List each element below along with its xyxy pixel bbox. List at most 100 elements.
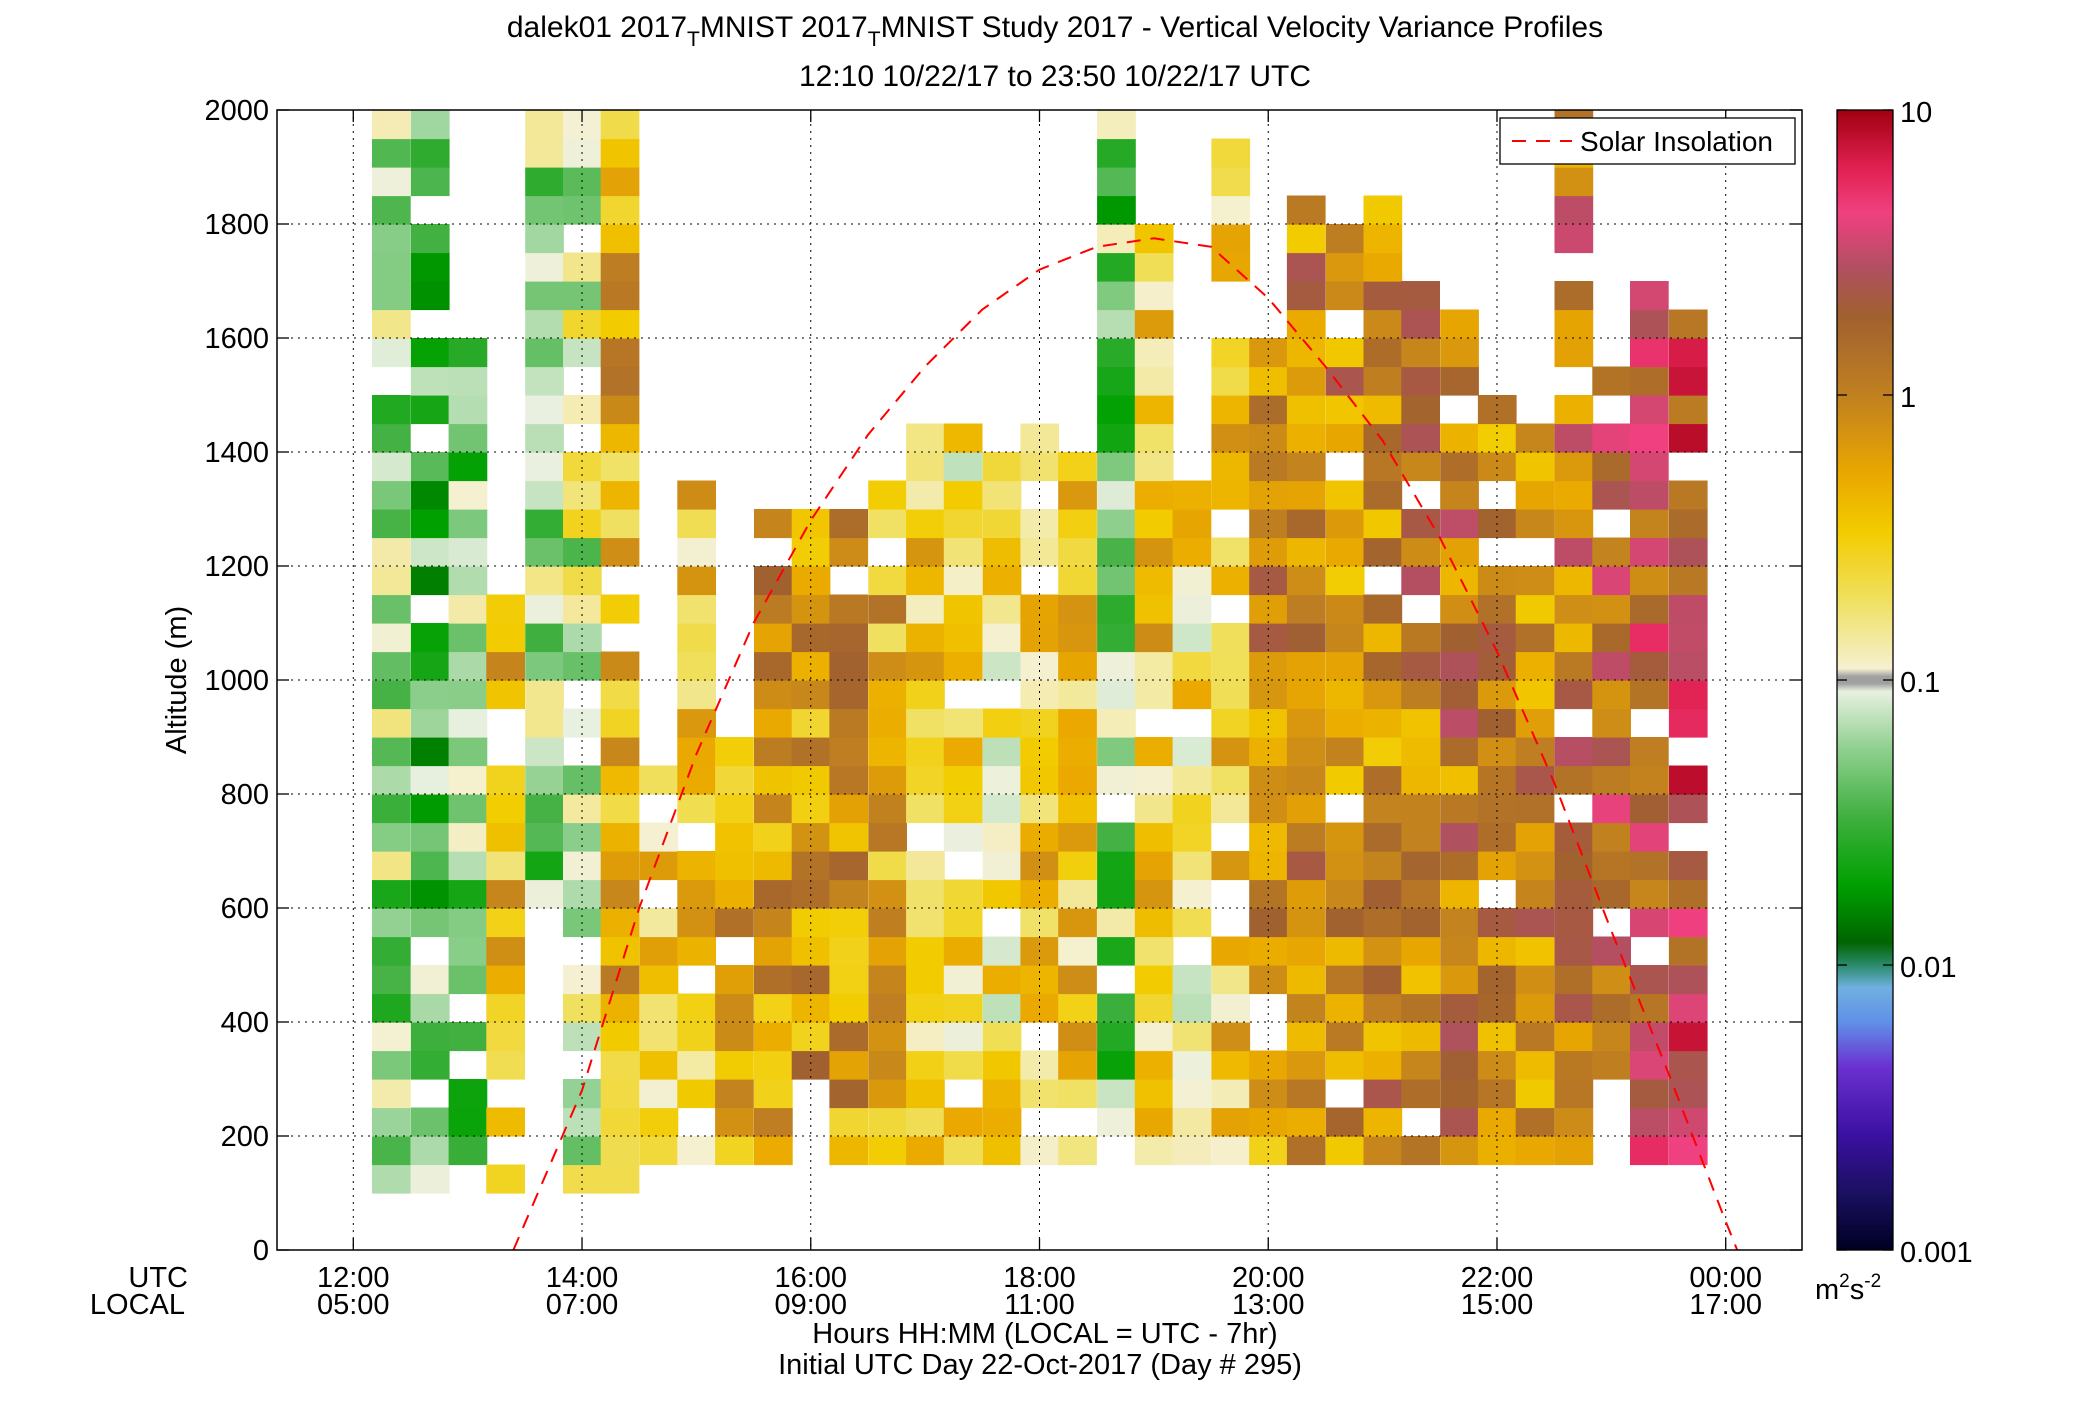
- heatmap-cell: [1363, 822, 1403, 852]
- y-tick-label: 200: [221, 1121, 269, 1153]
- heatmap-cell: [1020, 993, 1060, 1023]
- heatmap-cell: [1325, 1022, 1365, 1052]
- heatmap-cell: [486, 908, 525, 938]
- heatmap-cell: [1097, 537, 1136, 567]
- heatmap-cell: [868, 851, 907, 881]
- heatmap-cell: [1286, 965, 1326, 995]
- heatmap-cell: [410, 908, 450, 938]
- heatmap-cell: [1325, 395, 1365, 425]
- heatmap-cell: [1630, 908, 1669, 938]
- heatmap-cell: [1630, 879, 1669, 909]
- heatmap-cell: [410, 651, 450, 681]
- heatmap-cell: [754, 1050, 793, 1080]
- heatmap-cell: [563, 651, 602, 681]
- x-tick-label-utc: 00:00: [1689, 1262, 1762, 1294]
- y-tick-label: 0: [253, 1235, 269, 1267]
- heatmap-cell: [1363, 651, 1403, 681]
- heatmap-cell: [1401, 395, 1440, 425]
- heatmap-cell: [868, 1136, 907, 1166]
- heatmap-cell: [1630, 851, 1669, 881]
- heatmap-cell: [982, 1136, 1022, 1166]
- heatmap-cell: [410, 566, 450, 596]
- heatmap-cell: [639, 965, 679, 995]
- heatmap-cell: [754, 1079, 793, 1109]
- x-tick-label-local: 11:00: [1004, 1289, 1074, 1321]
- heatmap-cell: [639, 936, 679, 966]
- y-axis-ticks: 0 200 400 600 800 1000 1200 1400 1600 1800 2000: [204, 95, 1802, 1267]
- heatmap-cell: [1172, 594, 1212, 624]
- heatmap-cell: [1592, 566, 1631, 596]
- heatmap-cell: [982, 480, 1022, 510]
- heatmap-cell: [829, 623, 869, 653]
- y-tick-label: 1800: [204, 209, 269, 241]
- heatmap-cell: [1286, 281, 1326, 311]
- heatmap-cell: [1554, 993, 1594, 1023]
- heatmap-cell: [1134, 908, 1174, 938]
- heatmap-cell: [1554, 822, 1594, 852]
- heatmap-cell: [1440, 993, 1479, 1023]
- heatmap-cell: [943, 1136, 983, 1166]
- heatmap-cell: [1554, 765, 1594, 795]
- heatmap-cell: [715, 1136, 754, 1166]
- heatmap-cell: [448, 936, 488, 966]
- heatmap-cell: [754, 623, 793, 653]
- heatmap-cell: [1363, 908, 1403, 938]
- heatmap-cell: [1592, 452, 1631, 482]
- heatmap-cell: [1592, 879, 1631, 909]
- heatmap-cell: [1172, 509, 1212, 539]
- heatmap-cell: [1440, 509, 1479, 539]
- heatmap-cell: [982, 765, 1022, 795]
- heatmap-cell: [1172, 1107, 1212, 1137]
- heatmap-cell: [791, 1050, 831, 1080]
- heatmap-cell: [1286, 623, 1326, 653]
- heatmap-cell: [1134, 1022, 1174, 1052]
- heatmap-cell: [906, 509, 945, 539]
- heatmap-cell: [1515, 1107, 1555, 1137]
- heatmap-cell: [1172, 765, 1212, 795]
- heatmap-cell: [410, 851, 450, 881]
- heatmap-cell: [1363, 252, 1403, 282]
- heatmap-cell: [715, 965, 754, 995]
- heatmap-cell: [372, 281, 411, 311]
- heatmap-cell: [715, 1079, 754, 1109]
- heatmap-cell: [1058, 993, 1097, 1023]
- heatmap-cell: [1668, 993, 1708, 1023]
- heatmap-cell: [1630, 680, 1669, 710]
- heatmap-cell: [868, 965, 907, 995]
- title-part: MNIST Study 2017 - Vertical Velocity Var…: [881, 11, 1604, 44]
- heatmap-cell: [372, 794, 411, 824]
- heatmap-cell: [943, 737, 983, 767]
- heatmap-cells: [372, 110, 1708, 1194]
- heatmap-cell: [943, 936, 983, 966]
- heatmap-cell: [1325, 281, 1365, 311]
- heatmap-cell: [1325, 366, 1365, 396]
- heatmap-cell: [600, 1136, 640, 1166]
- heatmap-cell: [982, 1050, 1022, 1080]
- heatmap-cell: [1477, 1022, 1517, 1052]
- heatmap-cell: [1286, 224, 1326, 254]
- heatmap-cell: [1668, 480, 1708, 510]
- heatmap-cell: [754, 822, 793, 852]
- legend-label: Solar Insolation: [1580, 126, 1773, 157]
- heatmap-cell: [372, 138, 411, 168]
- heatmap-cell: [1020, 594, 1060, 624]
- heatmap-cell: [829, 879, 869, 909]
- heatmap-cell: [829, 794, 869, 824]
- heatmap-cell: [906, 1107, 945, 1137]
- x-tick-label-local: 17:00: [1689, 1289, 1762, 1321]
- heatmap-cell: [525, 794, 564, 824]
- heatmap-cell: [1286, 452, 1326, 482]
- x-tick-label-utc: 16:00: [774, 1262, 847, 1294]
- heatmap-cell: [754, 879, 793, 909]
- heatmap-cell: [525, 537, 564, 567]
- heatmap-cell: [1286, 1022, 1326, 1052]
- heatmap-cell: [1440, 566, 1479, 596]
- heatmap-cell: [1134, 879, 1174, 909]
- heatmap-cell: [677, 537, 716, 567]
- heatmap-cell: [1592, 765, 1631, 795]
- heatmap-cell: [1286, 651, 1326, 681]
- heatmap-cell: [410, 395, 450, 425]
- heatmap-cell: [372, 1164, 411, 1194]
- heatmap-cell: [525, 651, 564, 681]
- y-tick-label: 1600: [204, 323, 269, 355]
